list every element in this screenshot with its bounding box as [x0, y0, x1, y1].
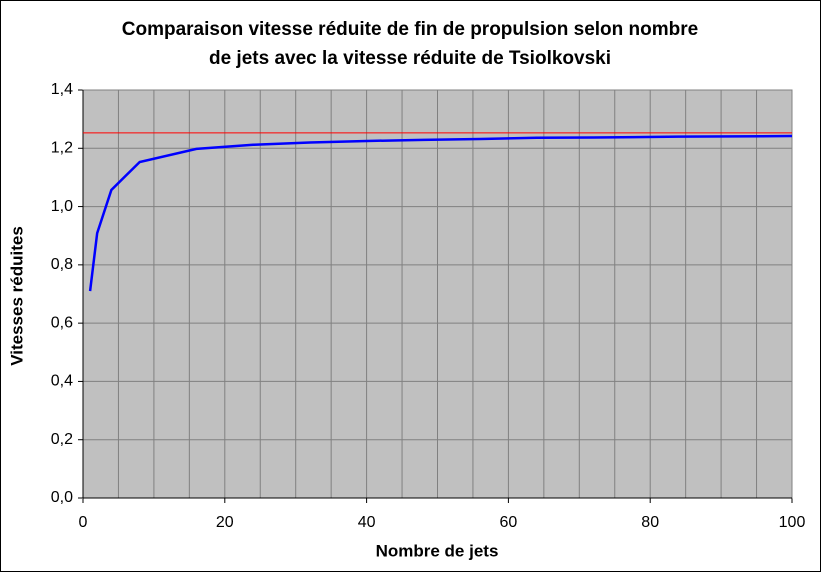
- chart-title: Comparaison vitesse réduite de fin de pr…: [122, 19, 698, 40]
- y-tick-label: 0,4: [51, 373, 73, 390]
- x-tick-label: 40: [358, 514, 376, 531]
- x-tick-label: 60: [500, 514, 518, 531]
- y-tick-label: 0,0: [51, 489, 73, 506]
- y-tick-label: 0,6: [51, 314, 73, 331]
- y-tick-label: 1,4: [51, 81, 73, 98]
- y-tick-label: 0,8: [51, 256, 73, 273]
- y-tick-label: 1,2: [51, 140, 73, 157]
- y-axis-label: Vitesses réduites: [7, 226, 26, 366]
- x-tick-label: 0: [79, 514, 88, 531]
- x-tick-label: 20: [216, 514, 234, 531]
- chart-title: de jets avec la vitesse réduite de Tsiol…: [209, 48, 611, 69]
- data-line: [88, 134, 793, 292]
- x-tick-label: 80: [641, 514, 659, 531]
- y-tick-label: 1,0: [51, 198, 73, 215]
- y-tick-label: 0,2: [51, 431, 73, 448]
- x-axis-label: Nombre de jets: [376, 541, 499, 560]
- x-tick-label: 100: [779, 514, 806, 531]
